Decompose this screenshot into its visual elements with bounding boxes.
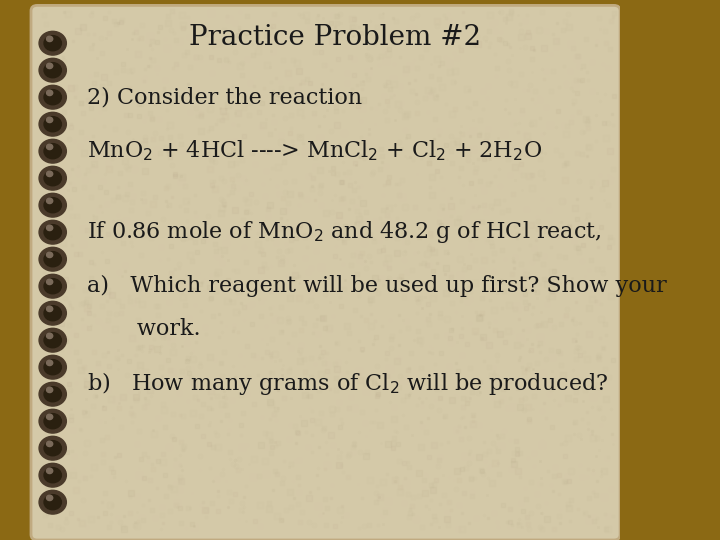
Circle shape: [47, 63, 53, 69]
Circle shape: [44, 360, 61, 375]
Circle shape: [39, 193, 66, 217]
Circle shape: [47, 90, 53, 96]
Circle shape: [47, 171, 53, 177]
Circle shape: [47, 279, 53, 285]
Circle shape: [44, 144, 61, 159]
Circle shape: [44, 333, 61, 348]
Circle shape: [44, 90, 61, 105]
Circle shape: [39, 355, 66, 379]
Circle shape: [44, 198, 61, 213]
Circle shape: [47, 333, 53, 339]
Circle shape: [39, 436, 66, 460]
Circle shape: [44, 63, 61, 78]
Text: MnO$_2$ + 4HCl ----> MnCl$_2$ + Cl$_2$ + 2H$_2$O: MnO$_2$ + 4HCl ----> MnCl$_2$ + Cl$_2$ +…: [87, 139, 542, 164]
Circle shape: [47, 387, 53, 393]
Circle shape: [39, 139, 66, 163]
Circle shape: [47, 468, 53, 474]
Circle shape: [39, 382, 66, 406]
Circle shape: [39, 301, 66, 325]
Circle shape: [39, 166, 66, 190]
Circle shape: [39, 112, 66, 136]
Circle shape: [47, 36, 53, 42]
Text: a)   Which reagent will be used up first? Show your: a) Which reagent will be used up first? …: [87, 275, 667, 297]
Circle shape: [44, 252, 61, 267]
Circle shape: [39, 409, 66, 433]
Text: If 0.86 mole of MnO$_2$ and 48.2 g of HCl react,: If 0.86 mole of MnO$_2$ and 48.2 g of HC…: [87, 219, 601, 245]
Circle shape: [47, 360, 53, 366]
Circle shape: [44, 225, 61, 240]
Circle shape: [44, 468, 61, 483]
Circle shape: [39, 463, 66, 487]
Circle shape: [44, 117, 61, 132]
Circle shape: [39, 220, 66, 244]
Circle shape: [44, 36, 61, 51]
Text: Practice Problem #2: Practice Problem #2: [189, 24, 481, 51]
Circle shape: [47, 252, 53, 258]
Circle shape: [39, 31, 66, 55]
Circle shape: [44, 414, 61, 429]
Circle shape: [47, 117, 53, 123]
Circle shape: [39, 274, 66, 298]
Circle shape: [39, 490, 66, 514]
Circle shape: [44, 279, 61, 294]
Circle shape: [44, 306, 61, 321]
Circle shape: [47, 495, 53, 501]
Text: b)   How many grams of Cl$_2$ will be produced?: b) How many grams of Cl$_2$ will be prod…: [87, 370, 608, 397]
Circle shape: [44, 387, 61, 402]
Circle shape: [47, 198, 53, 204]
Circle shape: [47, 306, 53, 312]
Circle shape: [47, 414, 53, 420]
Circle shape: [47, 144, 53, 150]
Circle shape: [44, 441, 61, 456]
Circle shape: [44, 495, 61, 510]
Circle shape: [39, 58, 66, 82]
Circle shape: [39, 328, 66, 352]
Text: 2) Consider the reaction: 2) Consider the reaction: [87, 86, 362, 108]
Circle shape: [39, 85, 66, 109]
Circle shape: [47, 441, 53, 447]
Circle shape: [47, 225, 53, 231]
Circle shape: [39, 247, 66, 271]
Circle shape: [44, 171, 61, 186]
Text: work.: work.: [87, 319, 200, 340]
FancyBboxPatch shape: [31, 5, 620, 540]
